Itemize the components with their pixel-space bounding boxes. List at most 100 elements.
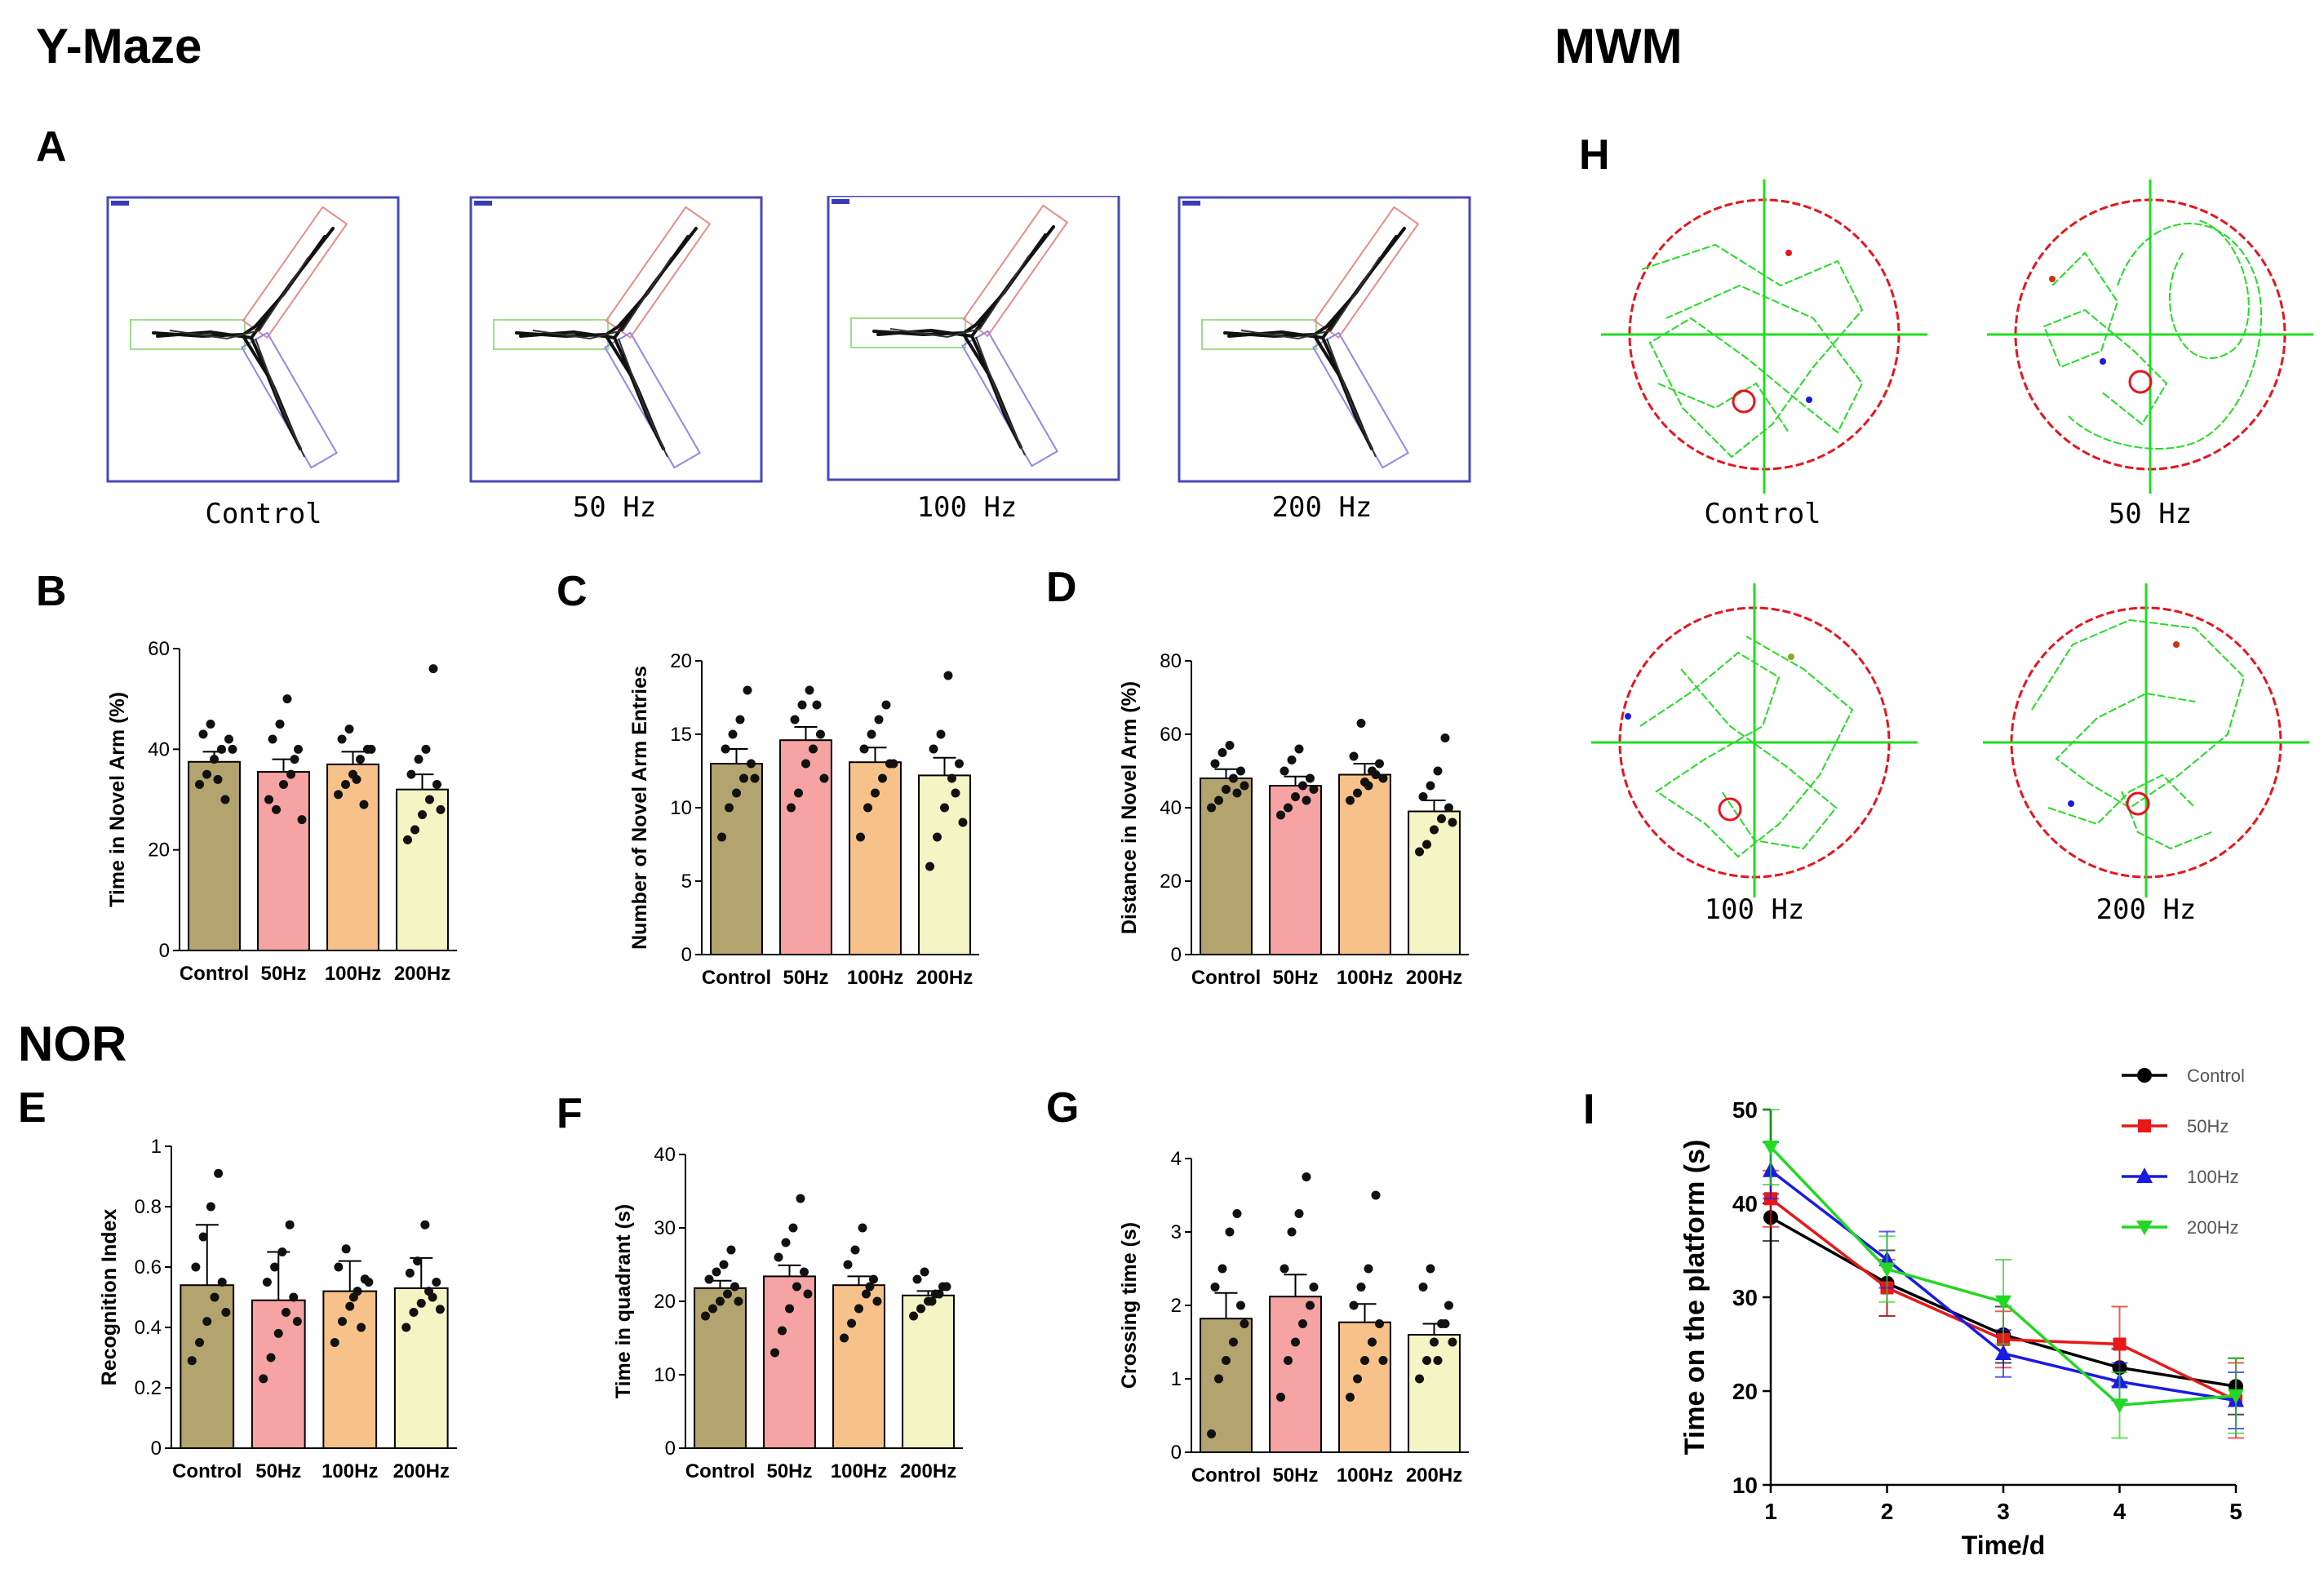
chart-g-y-tick-label: 2 <box>1171 1295 1182 1317</box>
chart-f-time-in-quadrant: 0 10 20 30 40 Time in quadrant (s) Control 50Hz… <box>612 1144 963 1482</box>
chart-g-y-tick-label: 4 <box>1171 1148 1182 1170</box>
chart-g-point-200hz <box>1418 1283 1428 1292</box>
chart-f-point-control <box>716 1296 725 1306</box>
chart-g-bar-control <box>1200 1318 1253 1453</box>
chart-c-point-200hz <box>954 759 964 769</box>
chart-e-point-control <box>187 1356 197 1366</box>
chart-d-bar-50hz <box>1269 785 1322 955</box>
chart-f-point-control <box>722 1289 732 1299</box>
panel-label-c: C <box>557 568 588 615</box>
chart-e-y-tick-label: 0.4 <box>135 1317 162 1339</box>
chart-f-point-100hz <box>843 1260 853 1269</box>
chart-f-point-50hz <box>781 1238 791 1247</box>
chart-d-point-50hz <box>1276 810 1286 820</box>
chart-d-point-200hz <box>1415 847 1425 857</box>
chart-e-point-200hz <box>401 1323 411 1332</box>
chart-b-point-100hz <box>337 734 347 744</box>
chart-b-point-200hz <box>421 744 431 754</box>
chart-b-y-tick-label: 60 <box>148 638 170 660</box>
chart-i-y-tick-label: 50 <box>1732 1097 1758 1123</box>
chart-b-point-50hz <box>268 734 277 744</box>
chart-b-point-100hz <box>341 780 351 789</box>
chart-d-y-label: Distance in Novel Arm (%) <box>1118 681 1141 934</box>
chart-c-point-100hz <box>874 715 884 724</box>
chart-d-y-tick-label: 0 <box>1171 944 1182 966</box>
chart-c-point-50hz <box>808 744 818 754</box>
chart-f-point-200hz <box>920 1267 929 1277</box>
chart-b-point-200hz <box>414 755 424 764</box>
chart-e-x-tick-label: 100Hz <box>322 1460 378 1482</box>
chart-b-x-tick-label: Control <box>180 963 249 985</box>
mwm-caption-100hz: 100 Hz <box>1704 893 1805 926</box>
chart-f-point-200hz <box>934 1289 944 1299</box>
chart-c-point-50hz <box>819 773 829 783</box>
ymaze-track-control <box>106 196 400 483</box>
chart-g-crossing-time: 0 1 2 3 4 Crossing time (s) Control 50Hz 100Hz 20… <box>1118 1148 1469 1487</box>
chart-e-point-100hz <box>334 1262 344 1272</box>
chart-g-point-50hz <box>1302 1172 1311 1181</box>
chart-f-point-200hz <box>909 1311 919 1321</box>
chart-i-legend-marker-200hz <box>2136 1221 2153 1235</box>
chart-f-x-tick-label: 50Hz <box>766 1460 812 1482</box>
chart-f-point-100hz <box>850 1245 860 1255</box>
chart-f-point-50hz <box>803 1289 813 1299</box>
chart-g-x-tick-label: 100Hz <box>1337 1464 1393 1487</box>
chart-f-point-50hz <box>799 1267 809 1277</box>
chart-f-y-tick-label: 40 <box>654 1144 676 1166</box>
chart-c-point-control <box>732 788 741 798</box>
chart-e-y-label: Recognition Index <box>98 1209 121 1386</box>
chart-f-point-100hz <box>847 1318 857 1328</box>
chart-b-point-control <box>210 755 219 764</box>
chart-g-point-100hz <box>1364 1264 1373 1274</box>
chart-c-x-tick-label: Control <box>702 967 771 989</box>
chart-e-y-tick-label: 0 <box>151 1438 162 1460</box>
chart-f-point-control <box>712 1267 721 1277</box>
chart-d-point-50hz <box>1280 766 1289 776</box>
chart-e-point-control <box>202 1317 212 1327</box>
chart-e-point-50hz <box>285 1220 295 1230</box>
chart-c-point-200hz <box>933 832 942 842</box>
chart-e-point-control <box>221 1308 231 1317</box>
chart-d-point-control <box>1222 785 1231 794</box>
chart-e-y-tick-label: 0.8 <box>135 1196 162 1218</box>
chart-e-point-control <box>191 1262 201 1272</box>
chart-d-y-tick-label: 80 <box>1160 650 1182 672</box>
chart-e-point-100hz <box>357 1323 366 1332</box>
chart-i-x-tick-label: 3 <box>1997 1499 2010 1524</box>
chart-g-point-50hz <box>1297 1319 1307 1328</box>
chart-g-point-control <box>1207 1429 1217 1438</box>
chart-g-point-control <box>1232 1209 1242 1218</box>
chart-d-point-control <box>1214 795 1224 805</box>
chart-i-legend-label-100hz: 100Hz <box>2187 1167 2239 1187</box>
chart-e-point-100hz <box>338 1317 347 1327</box>
chart-g-point-200hz <box>1430 1337 1439 1347</box>
chart-b-point-control <box>206 720 215 729</box>
ymaze-title: Y-Maze <box>36 19 202 73</box>
chart-e-point-control <box>217 1278 227 1287</box>
chart-e-point-200hz <box>435 1305 445 1314</box>
ymaze-caption-control: Control <box>205 498 322 530</box>
chart-c-point-200hz <box>958 818 968 827</box>
chart-f-y-tick-label: 30 <box>654 1217 676 1239</box>
chart-d-x-tick-label: Control <box>1191 967 1261 989</box>
chart-e-point-50hz <box>266 1353 276 1363</box>
chart-d-bar-200hz <box>1408 810 1461 955</box>
panel-label-h: H <box>1579 131 1610 179</box>
chart-d-y-tick-label: 40 <box>1160 797 1182 819</box>
chart-b-point-control <box>198 729 208 739</box>
mwm-caption-50hz: 50 Hz <box>2108 498 2193 530</box>
chart-c-point-200hz <box>925 862 935 871</box>
chart-c-point-200hz <box>947 773 956 783</box>
chart-f-point-100hz <box>865 1282 875 1292</box>
chart-c-x-tick-label: 100Hz <box>847 967 903 989</box>
chart-c-point-control <box>728 729 738 739</box>
chart-e-y-tick-label: 1 <box>151 1136 162 1158</box>
chart-e-point-50hz <box>262 1278 272 1287</box>
chart-d-point-control <box>1240 781 1249 791</box>
chart-c-y-tick-label: 15 <box>670 724 692 746</box>
chart-g-x-tick-label: 200Hz <box>1406 1464 1462 1487</box>
chart-b-point-50hz <box>290 755 299 764</box>
chart-i-y-tick-label: 20 <box>1732 1379 1758 1404</box>
chart-f-y-tick-label: 20 <box>654 1291 676 1313</box>
chart-e-point-100hz <box>330 1338 339 1347</box>
